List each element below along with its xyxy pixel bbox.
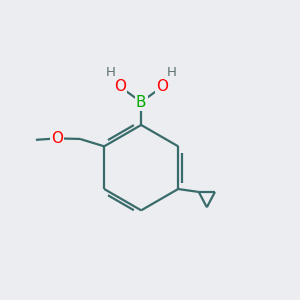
Text: B: B xyxy=(136,94,146,110)
Text: O: O xyxy=(51,131,63,146)
Text: H: H xyxy=(106,66,116,79)
Text: H: H xyxy=(166,66,176,79)
Text: O: O xyxy=(114,79,126,94)
Text: O: O xyxy=(156,79,168,94)
